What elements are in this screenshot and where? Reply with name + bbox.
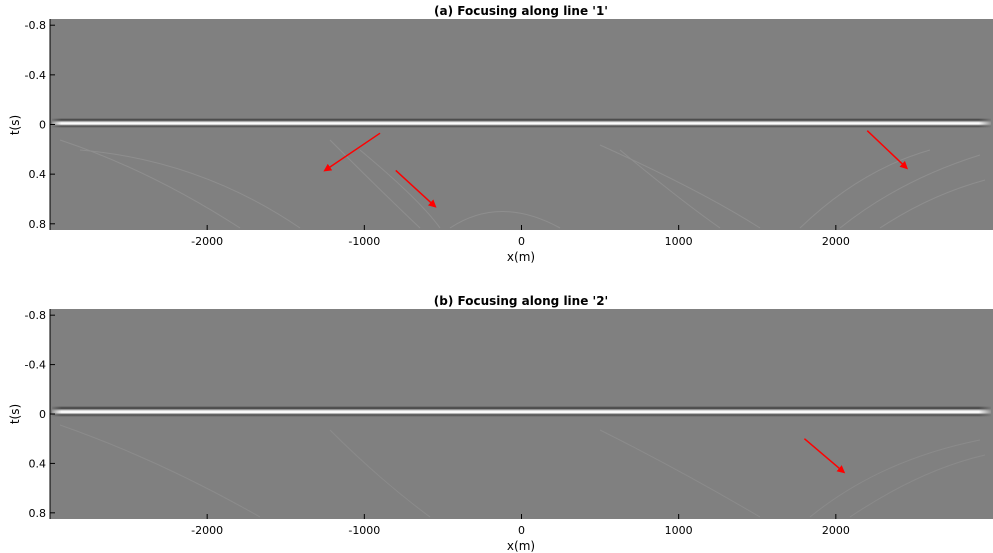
panel-a-x-tick-label: 2000 xyxy=(822,235,850,248)
panel-b-x-tick-label: 2000 xyxy=(822,524,850,537)
panel-b-axes: -2000 -1000 0 1000 2000 -0.8 -0.4 0 0.4 0.8 xyxy=(25,309,850,537)
panel-b-x-tick-label: -1000 xyxy=(348,524,380,537)
panel-b-y-tick-label: 0.8 xyxy=(29,507,47,520)
panel-b: (b) Focusing along line '2' -2000 -1000 0 1… xyxy=(8,294,993,553)
panel-a-annotations xyxy=(323,130,909,208)
panel-a-red-arrow xyxy=(323,132,381,172)
panel-a-y-tick-label: -0.4 xyxy=(25,69,46,82)
panel-b-diffractions xyxy=(59,424,986,518)
panel-a-y-tick-label: 0 xyxy=(39,119,46,132)
panel-b-annotations xyxy=(803,438,846,474)
panel-b-x-tick-label: -2000 xyxy=(191,524,223,537)
panel-a-diffractions xyxy=(59,139,986,229)
panel-b-y-tick-label: 0 xyxy=(39,408,46,421)
panel-a-plot-area xyxy=(50,19,993,230)
panel-a-y-tick-label: 0.8 xyxy=(29,218,47,231)
panel-a-red-arrow xyxy=(395,169,437,208)
panel-b-edge-fade xyxy=(50,403,993,420)
panel-a-y-axis-label: t(s) xyxy=(8,115,22,135)
panel-b-x-axis-label: x(m) xyxy=(507,539,535,553)
panel-b-y-axis-label: t(s) xyxy=(8,404,22,424)
panel-a-x-tick-label: -2000 xyxy=(191,235,223,248)
panel-a-x-tick-label: -1000 xyxy=(348,235,380,248)
panel-a-edge-fade xyxy=(50,115,993,131)
panel-b-red-arrow xyxy=(803,438,846,474)
panel-a-x-tick-label: 0 xyxy=(518,235,525,248)
panel-a-x-axis-label: x(m) xyxy=(507,250,535,264)
panel-b-x-tick-label: 1000 xyxy=(665,524,693,537)
panel-a-axes: -2000 -1000 0 1000 2000 -0.8 -0.4 0 0.4 0.8 xyxy=(25,19,850,248)
panel-a-title: (a) Focusing along line '1' xyxy=(434,4,608,18)
panel-a-red-arrow xyxy=(866,130,909,170)
panel-b-x-tick-label: 0 xyxy=(518,524,525,537)
panel-b-y-tick-label: -0.8 xyxy=(25,309,46,322)
panel-a-y-tick-label: -0.8 xyxy=(25,19,46,32)
panel-b-y-tick-label: -0.4 xyxy=(25,359,46,372)
panel-b-plot-area xyxy=(50,309,993,519)
panel-b-title: (b) Focusing along line '2' xyxy=(434,294,608,308)
panel-a-x-tick-label: 1000 xyxy=(665,235,693,248)
panel-b-y-tick-label: 0.4 xyxy=(29,457,47,470)
panel-a: (a) Focusing along line '1' -2000 -1000 0 1… xyxy=(8,4,993,264)
panel-a-y-tick-label: 0.4 xyxy=(29,168,47,181)
